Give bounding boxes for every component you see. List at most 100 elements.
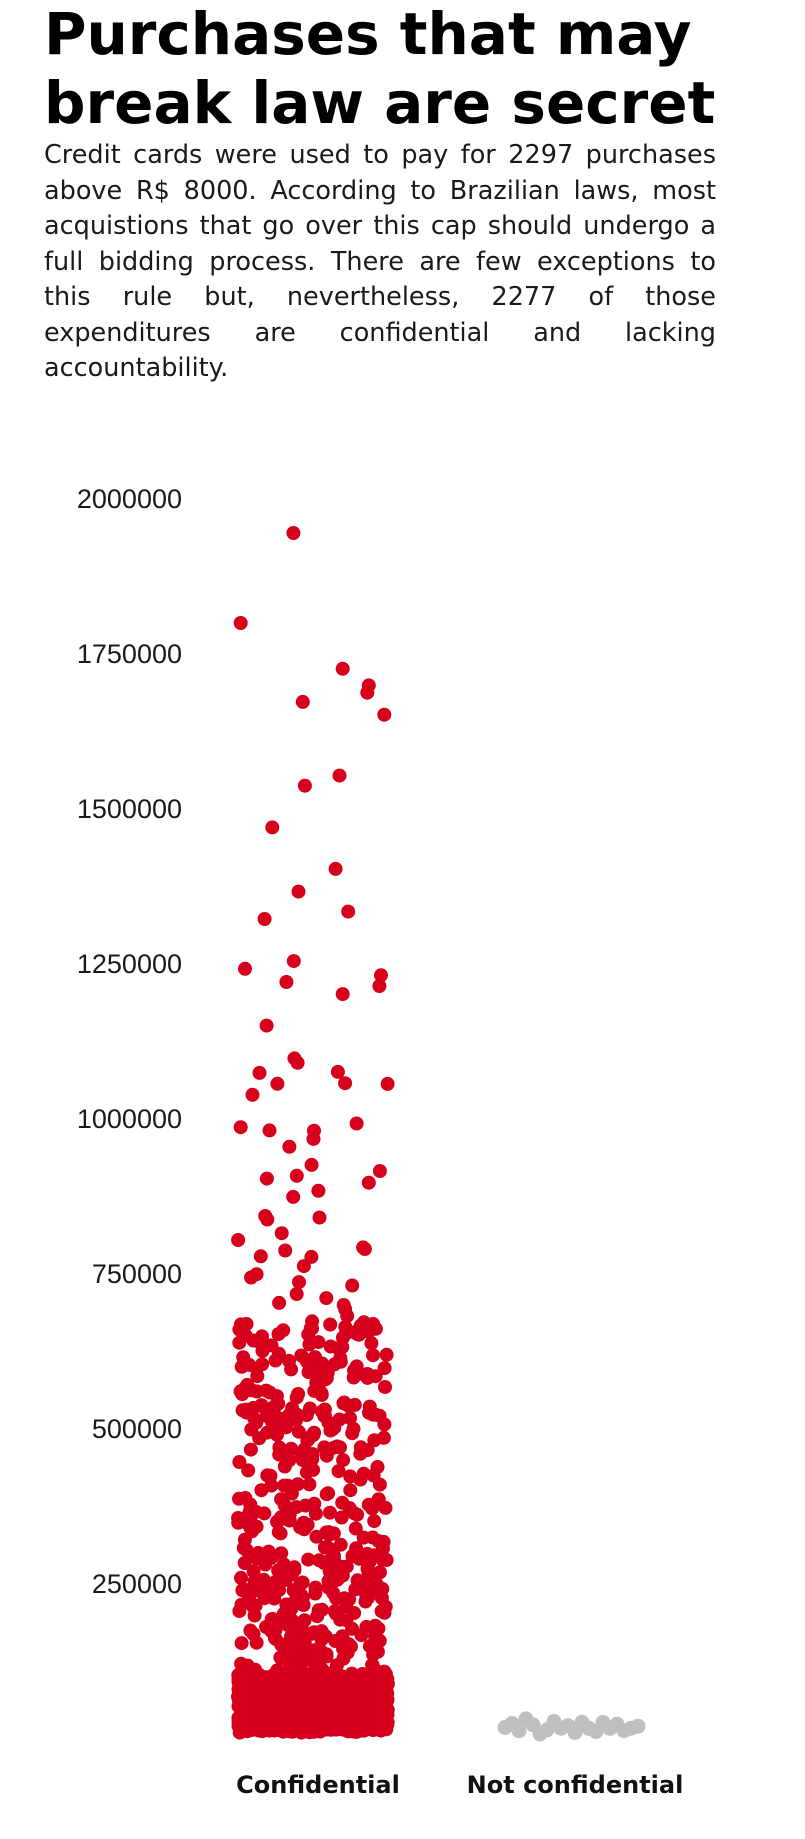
not-confidential-points [497,1711,646,1742]
data-point [247,1710,262,1725]
data-point [297,778,312,793]
data-point [252,1065,267,1080]
data-point [246,1627,261,1642]
data-point [240,1377,255,1392]
data-point [338,1326,353,1341]
data-point [308,1580,323,1595]
data-point [357,1242,372,1256]
data-point [277,1498,292,1513]
chart-subtitle: Credit cards were used to pay for 2297 p… [44,140,716,383]
data-point [296,1598,311,1612]
data-point [289,1168,304,1183]
data-point [265,820,280,835]
data-point [261,1544,276,1559]
data-point [234,1570,248,1585]
data-point [279,1512,294,1526]
data-point [349,1326,364,1341]
data-point [351,1716,366,1731]
data-point [295,694,310,709]
data-point [297,1522,312,1537]
data-point [335,661,350,676]
data-point [376,1711,391,1726]
data-point [252,1578,267,1593]
data-point [360,685,375,700]
y-axis: 250000 500000 750000 1000000 1250000 1500000 1… [77,484,182,1599]
data-point [323,1505,337,1520]
data-point [299,1628,313,1643]
data-point [341,904,356,919]
data-point [373,1565,387,1580]
data-point [379,1553,394,1567]
y-tick-label: 1000000 [77,1104,182,1134]
data-point [241,1463,256,1478]
data-point [335,1340,350,1354]
data-point [259,1171,274,1186]
confidential-points [231,526,395,1740]
category-label-not-confidential: Not confidential [467,1771,684,1799]
data-point [279,1693,294,1708]
data-point [375,1684,390,1699]
data-point [630,1718,646,1734]
data-point [246,1564,261,1579]
data-point [319,1291,334,1306]
data-point [356,1315,371,1330]
data-point [311,1335,326,1350]
data-point [270,1076,285,1091]
data-point [232,1687,247,1702]
data-point [277,1459,292,1474]
data-point [268,1704,283,1719]
data-point [343,1411,357,1425]
data-point [266,1614,281,1629]
data-point [335,1495,350,1510]
data-point [302,1477,317,1492]
data-point [264,1672,278,1687]
data-point [370,1460,385,1474]
x-axis: Confidential Not confidential [236,1771,683,1799]
data-point [319,1448,334,1463]
data-point [231,1511,246,1525]
data-point [231,1233,246,1247]
y-tick-label: 1500000 [77,794,182,824]
data-point [319,1649,334,1664]
data-point [345,1278,360,1293]
data-point [343,1469,358,1484]
data-point [272,1440,287,1455]
data-point [243,1497,258,1512]
data-point [321,1698,336,1712]
data-point [248,1598,263,1613]
data-point [348,1521,363,1536]
data-point [337,1560,352,1575]
data-point [369,1670,384,1684]
data-point [291,884,306,899]
data-point [294,1699,309,1714]
data-point [350,1507,365,1522]
data-point [336,1453,351,1468]
data-point [243,1442,258,1457]
data-point [329,1714,344,1729]
data-point [275,1566,290,1581]
data-point [249,1519,264,1534]
data-point [286,1583,301,1598]
data-point [268,1353,283,1368]
data-point [272,1583,286,1597]
data-point [343,1483,358,1498]
data-point [374,968,388,983]
data-point [356,1466,371,1481]
data-point [284,1441,299,1456]
data-point [289,1413,304,1427]
data-point [289,1390,304,1405]
data-point [310,1609,325,1624]
data-point [307,1655,322,1670]
data-point [233,1317,248,1332]
data-point [271,1525,286,1540]
data-point [326,1526,341,1541]
data-point [232,1335,247,1350]
data-point [378,1500,393,1515]
data-point [287,1637,302,1652]
data-point [259,1383,274,1398]
data-point [305,1452,320,1467]
data-point [331,1464,346,1479]
data-point [271,1396,286,1411]
data-point [290,1055,305,1070]
data-point [317,1540,332,1555]
